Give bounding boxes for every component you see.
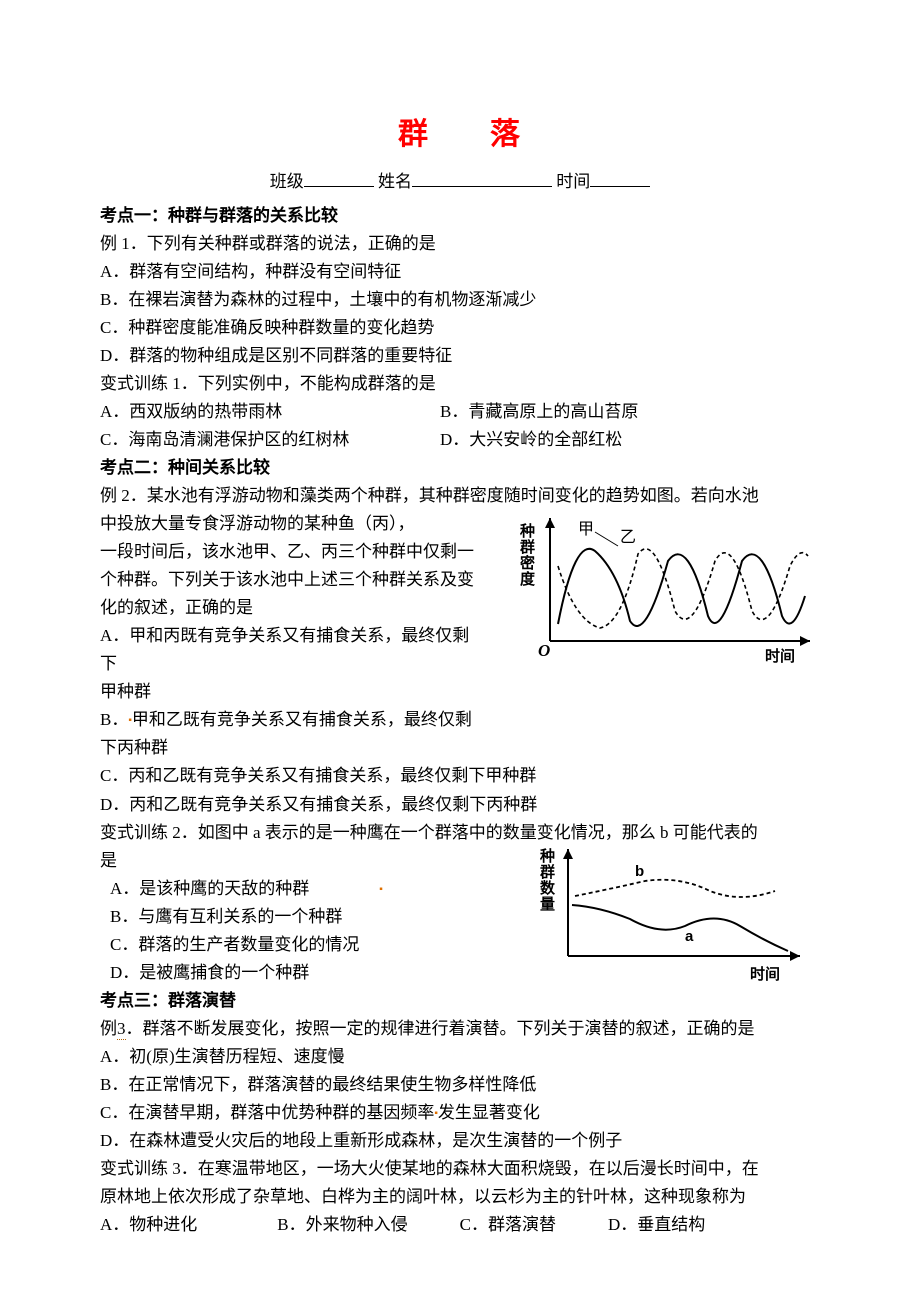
ex1-opt-d: D．群落的物种组成是区别不同群落的重要特征	[100, 342, 820, 370]
ex3-stem: 例3．群落不断发展变化，按照一定的规律进行着演替。下列关于演替的叙述，正确的是	[100, 1015, 820, 1043]
class-blank[interactable]	[304, 169, 374, 187]
chart2-label-a: a	[685, 928, 694, 945]
section-3-heading: 考点三：群落演替	[100, 987, 820, 1015]
name-blank[interactable]	[412, 169, 552, 187]
ex3-opt-a: A．初(原)生演替历程短、速度慢	[100, 1043, 820, 1071]
chart2-series-a	[572, 905, 788, 951]
ex2-stem-l4: 个种群。下列关于该水池中上述三个种群关系及变	[100, 566, 480, 594]
ex2-stem-l3: 一段时间后，该水池甲、乙、丙三个种群中仅剩一	[100, 538, 480, 566]
ex2-opt-b1: B．▪甲和乙既有竞争关系又有捕食关系，最终仅剩	[100, 706, 480, 734]
meta-line: 班级 姓名 时间	[100, 168, 820, 196]
ex2-wrap: 种 群 密 度 O 时间 甲 乙 中投放大量专	[100, 510, 820, 762]
var3-opt-d: D．垂直结构	[608, 1215, 705, 1234]
var2-opt-c: C．群落的生产者数量变化的情况	[110, 931, 490, 959]
var3-opts: A．物种进化 B．外来物种入侵 C．群落演替 D．垂直结构	[100, 1211, 820, 1239]
chart2-series-b	[575, 879, 775, 896]
ex3-opt-b: B．在正常情况下，群落演替的最终结果使生物多样性降低	[100, 1071, 820, 1099]
ex1-stem: 例 1．下列有关种群或群落的说法，正确的是	[100, 230, 820, 258]
ex2-opt-c: C．丙和乙既有竞争关系又有捕食关系，最终仅剩下甲种群	[100, 762, 820, 790]
ex2-opt-a2: 甲种群	[100, 678, 480, 706]
chart2-ylabel-1: 种	[540, 847, 555, 865]
ex2-opt-d: D．丙和乙既有竞争关系又有捕食关系，最终仅剩下丙种群	[100, 791, 820, 819]
chart-1-svg: 种 群 密 度 O 时间 甲 乙	[520, 506, 820, 676]
chart1-series-yi	[558, 549, 808, 628]
ex1-opt-a: A．群落有空间结构，种群没有空间特征	[100, 258, 820, 286]
chart1-ylabel-3: 密	[520, 554, 535, 572]
var3-opt-c: C．群落演替	[460, 1215, 556, 1234]
var3-opt-b: B．外来物种入侵	[277, 1215, 407, 1234]
section-2-heading: 考点二：种间关系比较	[100, 454, 820, 482]
dotted-underline: 3	[117, 1020, 126, 1040]
var1-opt-a: A．西双版纳的热带雨林	[100, 398, 440, 426]
var1-stem: 变式训练 1．下列实例中，不能构成群落的是	[100, 370, 820, 398]
chart1-ylabel-1: 种	[520, 522, 535, 540]
chart-2-figure: 种 群 数 量 时间 b a	[540, 841, 820, 991]
ex2-stem-l5: 化的叙述，正确的是	[100, 594, 480, 622]
main-title: 群落	[100, 110, 820, 160]
section-1-heading: 考点一：种群与群落的关系比较	[100, 202, 820, 230]
time-blank[interactable]	[590, 169, 650, 187]
chart2-ylabel-3: 数	[540, 879, 556, 897]
var3-stem-l2: 原林地上依次形成了杂草地、白桦为主的阔叶林，以云杉为主的针叶林，这种现象称为	[100, 1183, 820, 1211]
title-char-1: 群	[398, 118, 430, 151]
chart2-label-b: b	[635, 863, 644, 880]
name-label: 姓名	[378, 172, 412, 191]
chart1-ylabel-4: 度	[520, 570, 536, 588]
title-char-2: 落	[490, 118, 522, 151]
chart1-origin: O	[538, 641, 550, 660]
document-page: 群落 班级 姓名 时间 考点一：种群与群落的关系比较 例 1．下列有关种群或群落…	[0, 0, 920, 1299]
chart1-xlabel: 时间	[765, 647, 795, 665]
ex1-opt-c: C．种群密度能准确反映种群数量的变化趋势	[100, 314, 820, 342]
ex2-opt-a1: A．甲和丙既有竞争关系又有捕食关系，最终仅剩下	[100, 622, 480, 678]
chart1-ylabel-2: 群	[520, 538, 535, 556]
ex1-opt-b: B．在裸岩演替为森林的过程中，土壤中的有机物逐渐减少	[100, 286, 820, 314]
ex3-opt-c: C．在演替早期，群落中优势种群的基因频率▪发生显著变化	[100, 1099, 820, 1127]
var1-opt-c: C．海南岛清澜港保护区的红树林	[100, 426, 440, 454]
chart-2-svg: 种 群 数 量 时间 b a	[540, 841, 820, 991]
ex2-opt-b2: 下丙种群	[100, 734, 480, 762]
chart-1-figure: 种 群 密 度 O 时间 甲 乙	[520, 506, 820, 676]
var2-opt-a: A．是该种鹰的天敌的种群▪	[110, 875, 490, 903]
ex3-opt-d: D．在森林遭受火灾后的地段上重新形成森林，是次生演替的一个例子	[100, 1127, 820, 1155]
var1-opt-d: D．大兴安岭的全部红松	[440, 426, 820, 454]
chart2-xlabel: 时间	[750, 965, 780, 983]
chart2-ylabel-2: 群	[540, 863, 555, 881]
class-label: 班级	[270, 172, 304, 191]
chart1-series-jia	[558, 549, 805, 626]
var2-opt-d: D．是被鹰捕食的一个种群	[110, 959, 490, 987]
var2-wrap: 种 群 数 量 时间 b a 是 A．是该种鹰的天敌的种群▪ B	[100, 847, 820, 987]
var2-opt-b: B．与鹰有互利关系的一个种群	[110, 903, 490, 931]
time-label: 时间	[556, 172, 590, 191]
var3-stem-l1: 变式训练 3．在寒温带地区，一场大火使某地的森林大面积烧毁，在以后漫长时间中，在	[100, 1155, 820, 1183]
chart1-label-yi: 乙	[620, 529, 636, 546]
var1-opt-b: B．青藏高原上的高山苔原	[440, 398, 820, 426]
chart1-label-jia: 甲	[578, 521, 594, 538]
var3-opt-a: A．物种进化	[100, 1215, 197, 1234]
orange-dot-icon-2: ▪	[379, 884, 383, 895]
chart2-ylabel-4: 量	[540, 896, 555, 913]
